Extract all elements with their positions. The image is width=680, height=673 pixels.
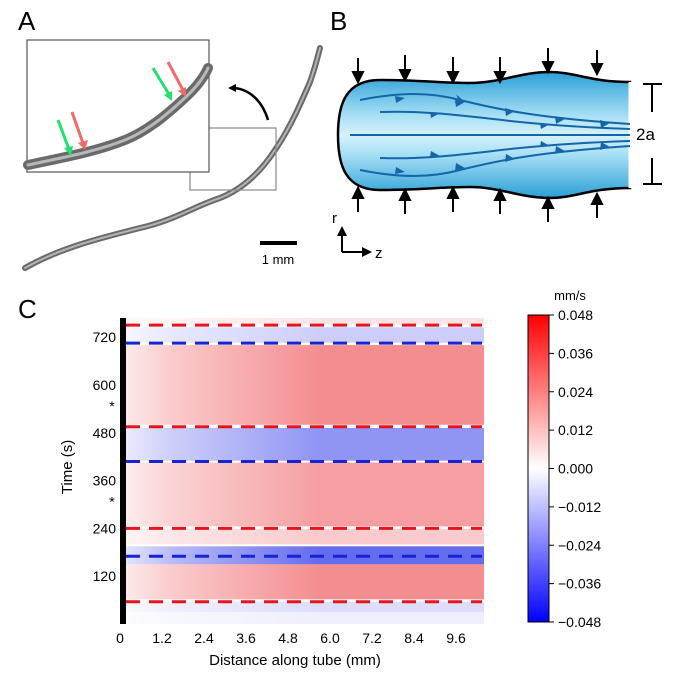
heatmap-fade <box>120 318 321 624</box>
x-tick-label: 0 <box>116 630 124 646</box>
y-tick-label: 720 <box>93 329 117 345</box>
colorbar-tick-label: 0.048 <box>558 307 593 323</box>
compression-arrows-bottom <box>351 185 604 222</box>
marker-arrows <box>56 61 186 156</box>
y-tick-labels: 120 240 360 480 600 720 <box>93 329 117 584</box>
y-tick-label: 600 <box>93 377 117 393</box>
colorbar-tick-label: −0.012 <box>558 499 601 515</box>
x-tick-label: 1.2 <box>152 630 172 646</box>
y-tick-label: 480 <box>93 425 117 441</box>
colorbar-tick-label: 0.024 <box>558 384 593 400</box>
y-tick-label: 240 <box>93 520 117 536</box>
x-tick-label: 4.8 <box>278 630 298 646</box>
colorbar-tick-label: −0.036 <box>558 576 601 592</box>
x-tick-label: 6.0 <box>320 630 340 646</box>
left-edge-strip <box>120 318 126 624</box>
panel-label-a: A <box>18 6 36 36</box>
colorbar-tick-label: 0.036 <box>558 345 593 361</box>
panel-label-b: B <box>330 6 347 36</box>
red-arrow-1 <box>70 111 86 147</box>
x-tick-label: 8.4 <box>404 630 424 646</box>
colorbar-tick-labels: 0.048 0.036 0.024 0.012 0.000 −0.012 −0.024 −0.… <box>549 307 601 630</box>
y-tick-label: 360 <box>93 473 117 489</box>
colorbar-tick-label: −0.048 <box>558 614 601 630</box>
inset-panel <box>23 39 213 173</box>
x-tick-label: 2.4 <box>194 630 214 646</box>
x-tick-labels: 0 1.2 2.4 3.6 4.8 6.0 7.2 8.4 9.6 <box>116 630 466 646</box>
width-bracket <box>643 83 662 185</box>
x-axis-label: Distance along tube (mm) <box>209 652 381 669</box>
axes-indicator <box>337 226 372 257</box>
colorbar-unit: mm/s <box>554 288 586 303</box>
colorbar-tick-label: 0.000 <box>558 461 593 477</box>
x-tick-label: 7.2 <box>362 630 382 646</box>
x-tick-label: 9.6 <box>446 630 466 646</box>
colorbar-tick-label: −0.024 <box>558 537 601 553</box>
compression-arrows-top <box>351 48 604 85</box>
colorbar <box>527 314 550 623</box>
green-arrow-2 <box>151 67 172 97</box>
flow-arrowheads <box>395 96 610 174</box>
zoom-arrow <box>228 84 270 121</box>
panel-label-c: C <box>18 294 37 324</box>
scale-bar-label: 1 mm <box>262 252 295 267</box>
axis-r-label: r <box>332 210 337 227</box>
y-tick-label: 120 <box>93 568 117 584</box>
green-arrow-1 <box>56 119 72 153</box>
asterisk-marker: * <box>109 493 115 509</box>
red-arrow-2 <box>166 61 186 93</box>
flow-lines <box>350 93 631 177</box>
x-tick-label: 3.6 <box>236 630 256 646</box>
axis-z-label: z <box>375 245 383 262</box>
colorbar-tick-label: 0.012 <box>558 422 593 438</box>
heatmap: ** <box>109 318 484 624</box>
asterisk-marker: * <box>109 398 115 414</box>
y-axis-label: Time (s) <box>59 440 76 494</box>
width-label: 2a <box>636 125 655 144</box>
